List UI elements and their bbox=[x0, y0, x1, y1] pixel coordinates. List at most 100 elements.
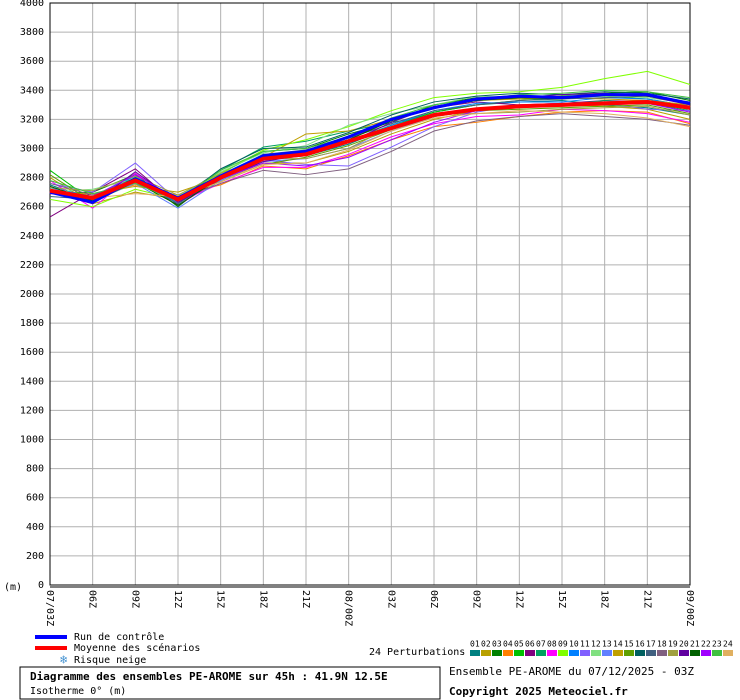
legend-label: 04 bbox=[503, 640, 513, 649]
x-tick-label: 09Z bbox=[129, 590, 140, 608]
legend-swatch bbox=[547, 650, 557, 656]
y-tick-label: 3200 bbox=[20, 114, 44, 125]
x-tick-label: 18Z bbox=[599, 590, 610, 608]
x-tick-label: 09Z bbox=[471, 590, 482, 608]
legend-label: 05 bbox=[514, 640, 524, 649]
x-tick-label: 03Z bbox=[385, 590, 396, 608]
legend-swatch bbox=[646, 650, 656, 656]
chart-title: Diagramme des ensembles PE-AROME sur 45h… bbox=[30, 670, 388, 683]
legend-swatch bbox=[701, 650, 711, 656]
legend-label: 23 bbox=[712, 640, 722, 649]
legend-swatch bbox=[503, 650, 513, 656]
y-tick-label: 2400 bbox=[20, 231, 44, 242]
y-tick-label: 1400 bbox=[20, 376, 44, 387]
legend-swatch bbox=[624, 650, 634, 656]
x-tick-label: 06Z bbox=[87, 590, 98, 608]
legend-swatch bbox=[657, 650, 667, 656]
legend-label: 20 bbox=[679, 640, 689, 649]
legend-label: 08 bbox=[547, 640, 557, 649]
y-tick-label: 3000 bbox=[20, 144, 44, 155]
y-tick-label: 200 bbox=[26, 551, 44, 562]
legend-label: Risque neige bbox=[74, 655, 146, 666]
legend-label: 10 bbox=[569, 640, 579, 649]
x-tick-label: 12Z bbox=[172, 590, 183, 608]
legend-swatch bbox=[580, 650, 590, 656]
legend-swatch bbox=[690, 650, 700, 656]
legend-swatch bbox=[723, 650, 733, 656]
legend-label: 16 bbox=[635, 640, 645, 649]
legend-swatch bbox=[514, 650, 524, 656]
legend-label: 14 bbox=[613, 640, 623, 649]
legend-label: 22 bbox=[701, 640, 711, 649]
legend-swatch bbox=[558, 650, 568, 656]
x-axis-band bbox=[50, 585, 690, 588]
legend-swatch bbox=[35, 646, 67, 650]
series-line bbox=[49, 105, 691, 196]
y-tick-label: 1800 bbox=[20, 318, 44, 329]
legend-swatch bbox=[492, 650, 502, 656]
legend-swatch bbox=[679, 650, 689, 656]
x-tick-label: 09/00Z bbox=[684, 590, 695, 626]
legend-swatch bbox=[536, 650, 546, 656]
legend-label: Moyenne des scénarios bbox=[74, 642, 200, 654]
y-axis-label: (m) bbox=[4, 582, 22, 593]
y-tick-label: 3800 bbox=[20, 27, 44, 38]
legend-label: 11 bbox=[580, 640, 590, 649]
perturbations-label: 24 Perturbations bbox=[369, 647, 465, 658]
legend-label: 01 bbox=[470, 640, 480, 649]
legend-label: 18 bbox=[657, 640, 667, 649]
snow-icon: ❄ bbox=[60, 653, 67, 667]
x-tick-label: 12Z bbox=[513, 590, 524, 608]
legend-label: 13 bbox=[602, 640, 612, 649]
info: Ensemble PE-AROME du 07/12/2025 - 03Z bbox=[449, 665, 694, 678]
legend-label: 19 bbox=[668, 640, 678, 649]
legend-swatch bbox=[470, 650, 480, 656]
legend-swatch bbox=[569, 650, 579, 656]
legend-swatch bbox=[525, 650, 535, 656]
x-tick-label: 15Z bbox=[556, 590, 567, 608]
y-tick-label: 2600 bbox=[20, 202, 44, 213]
legend-swatch bbox=[712, 650, 722, 656]
legend-label: 07 bbox=[536, 640, 546, 649]
legend-label: 09 bbox=[558, 640, 568, 649]
legend-swatch bbox=[668, 650, 678, 656]
y-tick-label: 0 bbox=[38, 580, 44, 591]
y-tick-label: 1600 bbox=[20, 347, 44, 358]
x-tick-label: 15Z bbox=[215, 590, 226, 608]
legend-label: 06 bbox=[525, 640, 535, 649]
y-tick-label: 2200 bbox=[20, 260, 44, 271]
legend-label: 17 bbox=[646, 640, 656, 649]
legend-label: 24 bbox=[723, 640, 733, 649]
x-tick-label: 07/03Z bbox=[44, 590, 55, 626]
x-tick-label: 06Z bbox=[428, 590, 439, 608]
chart-subtitle: Isotherme 0° (m) bbox=[30, 686, 126, 697]
y-tick-label: 2000 bbox=[20, 289, 44, 300]
y-tick-label: 3600 bbox=[20, 56, 44, 67]
legend-label: 03 bbox=[492, 640, 502, 649]
y-tick-label: 3400 bbox=[20, 85, 44, 96]
legend-swatch bbox=[481, 650, 491, 656]
x-tick-label: 21Z bbox=[300, 590, 311, 608]
copyright: Copyright 2025 Meteociel.fr bbox=[449, 685, 628, 698]
legend-swatch bbox=[613, 650, 623, 656]
x-tick-label: 18Z bbox=[257, 590, 268, 608]
legend-swatch bbox=[635, 650, 645, 656]
y-tick-label: 800 bbox=[26, 464, 44, 475]
x-tick-label: 21Z bbox=[641, 590, 652, 608]
title-box bbox=[19, 666, 441, 700]
x-tick-label: 08/00Z bbox=[343, 590, 354, 626]
y-tick-label: 600 bbox=[26, 493, 44, 504]
series-line bbox=[49, 110, 691, 199]
legend-label: 15 bbox=[624, 640, 634, 649]
y-tick-label: 1000 bbox=[20, 435, 44, 446]
legend-swatch bbox=[35, 635, 67, 639]
legend-swatch bbox=[591, 650, 601, 656]
y-tick-label: 1200 bbox=[20, 405, 44, 416]
legend-label: 02 bbox=[481, 640, 491, 649]
series-line bbox=[49, 70, 691, 208]
y-tick-label: 400 bbox=[26, 522, 44, 533]
legend-swatch bbox=[602, 650, 612, 656]
legend-label: 12 bbox=[591, 640, 601, 649]
y-tick-label: 2800 bbox=[20, 173, 44, 184]
